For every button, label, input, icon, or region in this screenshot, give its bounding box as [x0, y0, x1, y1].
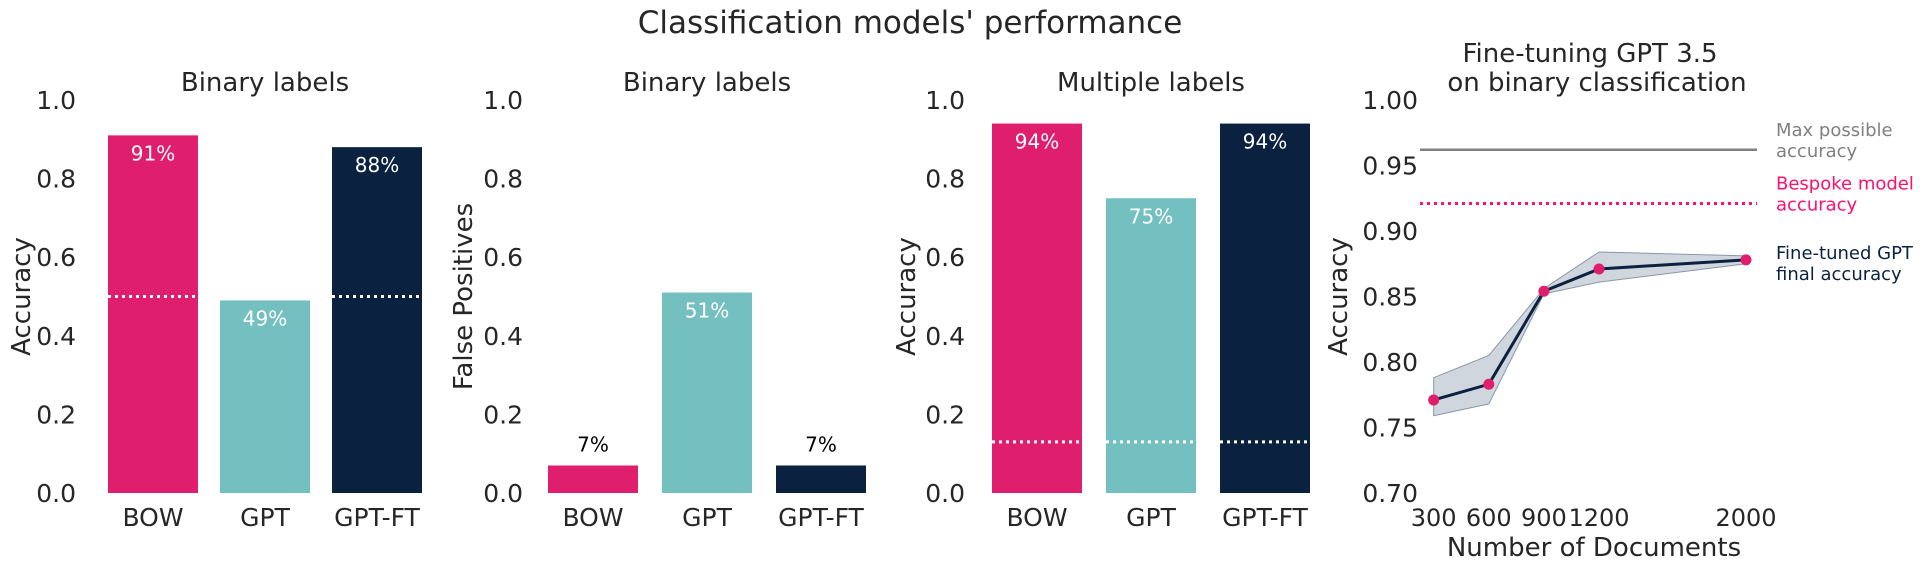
- panel-title: Binary labels: [181, 68, 349, 98]
- x-tick-label: 900: [1521, 504, 1567, 532]
- finetuned-annotation-line1: Fine-tuned GPT: [1776, 243, 1914, 264]
- data-point-300: [1428, 394, 1440, 406]
- bar-bow: [548, 465, 638, 493]
- x-tick-label: 1200: [1568, 504, 1629, 532]
- y-axis-label: Accuracy: [7, 237, 37, 356]
- y-tick-label: 0.6: [483, 243, 523, 272]
- x-tick-label: BOW: [562, 503, 623, 532]
- confidence-band: [1433, 251, 1747, 417]
- x-tick-label: GPT-FT: [778, 503, 864, 532]
- bar-value-label: 75%: [1129, 204, 1173, 228]
- bar-gpt: [220, 300, 310, 493]
- panel-multiple-accuracy: Multiple labels Accuracy 0.0 0.2 0.4 0.6 0.8 1.…: [892, 68, 1310, 532]
- y-tick-label: 1.0: [925, 86, 965, 115]
- x-axis-label: Number of Documents: [1447, 533, 1741, 563]
- y-tick-label: 0.0: [925, 479, 965, 508]
- bar-value-label: 91%: [131, 141, 175, 165]
- bar-gpt: [1106, 198, 1196, 493]
- y-tick-label: 0.6: [925, 243, 965, 272]
- bar-gpt-ft: [1220, 123, 1310, 493]
- y-tick-label: 0.8: [36, 165, 76, 194]
- panel-title: Multiple labels: [1057, 68, 1245, 98]
- y-tick-label: 0.8: [483, 165, 523, 194]
- x-tick-label: GPT: [1126, 503, 1176, 532]
- x-tick-label: GPT: [682, 503, 732, 532]
- y-axis-label: Accuracy: [1324, 237, 1354, 356]
- y-tick-label: 0.4: [483, 322, 523, 351]
- bar-gpt-ft: [332, 147, 422, 493]
- y-tick-label: 0.2: [36, 400, 76, 429]
- bar-gpt: [662, 292, 752, 493]
- y-axis-label: False Positives: [449, 203, 479, 390]
- x-tick-label: BOW: [122, 503, 183, 532]
- data-point-2000: [1740, 254, 1752, 266]
- panel-title-line1: Fine-tuning GPT 3.5: [1462, 39, 1717, 69]
- y-tick-label: 0.85: [1362, 283, 1418, 312]
- y-tick-label: 0.95: [1362, 152, 1418, 181]
- bar-value-label: 7%: [577, 432, 609, 456]
- y-tick-label: 0.0: [483, 479, 523, 508]
- panel-binary-accuracy: Binary labels Accuracy 0.0 0.2 0.4 0.6 0.8 1.0 B…: [7, 68, 422, 532]
- data-point-600: [1483, 378, 1495, 390]
- bar-value-label: 51%: [685, 299, 729, 323]
- data-point-900: [1538, 285, 1550, 297]
- y-tick-label: 0.75: [1362, 414, 1418, 443]
- bespoke-annotation-line1: Bespoke model: [1776, 173, 1914, 194]
- max-annotation-line2: accuracy: [1776, 141, 1858, 162]
- bar-bow: [992, 123, 1082, 493]
- figure-title: Classification models' performance: [638, 5, 1183, 41]
- y-tick-label: 0.8: [925, 165, 965, 194]
- y-tick-label: 0.80: [1362, 348, 1418, 377]
- x-tick-label: 300: [1411, 504, 1457, 532]
- panel-title-line2: on binary classification: [1447, 68, 1746, 98]
- y-tick-label: 1.0: [483, 86, 523, 115]
- x-tick-label: 600: [1466, 504, 1512, 532]
- bar-value-label: 88%: [355, 153, 399, 177]
- y-tick-label: 0.2: [925, 400, 965, 429]
- y-tick-label: 0.2: [483, 400, 523, 429]
- max-annotation-line1: Max possible: [1776, 120, 1893, 141]
- y-tick-label: 1.0: [36, 86, 76, 115]
- x-tick-label: BOW: [1006, 503, 1067, 532]
- finetuned-annotation-line2: final accuracy: [1776, 264, 1902, 285]
- x-tick-label: GPT-FT: [334, 503, 420, 532]
- bar-value-label: 49%: [243, 306, 287, 330]
- bar-bow: [108, 135, 198, 493]
- bespoke-annotation-line2: accuracy: [1776, 194, 1858, 215]
- x-tick-label: GPT: [240, 503, 290, 532]
- y-tick-label: 0.70: [1362, 479, 1418, 508]
- y-axis-label: Accuracy: [892, 237, 922, 356]
- x-tick-label: GPT-FT: [1222, 503, 1308, 532]
- y-tick-label: 0.6: [36, 243, 76, 272]
- x-tick-label: 2000: [1715, 504, 1776, 532]
- bar-gpt-ft: [776, 465, 866, 493]
- bar-value-label: 94%: [1015, 130, 1059, 154]
- y-tick-label: 0.4: [925, 322, 965, 351]
- panel-binary-false-positives: Binary labels False Positives 0.0 0.2 0.4 0.6…: [449, 68, 866, 532]
- y-tick-label: 1.00: [1362, 86, 1418, 115]
- bar-value-label: 7%: [805, 432, 837, 456]
- data-point-1200: [1593, 263, 1605, 275]
- bar-value-label: 94%: [1243, 130, 1287, 154]
- y-tick-label: 0.90: [1362, 217, 1418, 246]
- panel-finetuning-line: Fine-tuning GPT 3.5on binary classificat…: [1324, 39, 1914, 563]
- panel-title: Binary labels: [623, 68, 791, 98]
- y-tick-label: 0.4: [36, 322, 76, 351]
- y-tick-label: 0.0: [36, 479, 76, 508]
